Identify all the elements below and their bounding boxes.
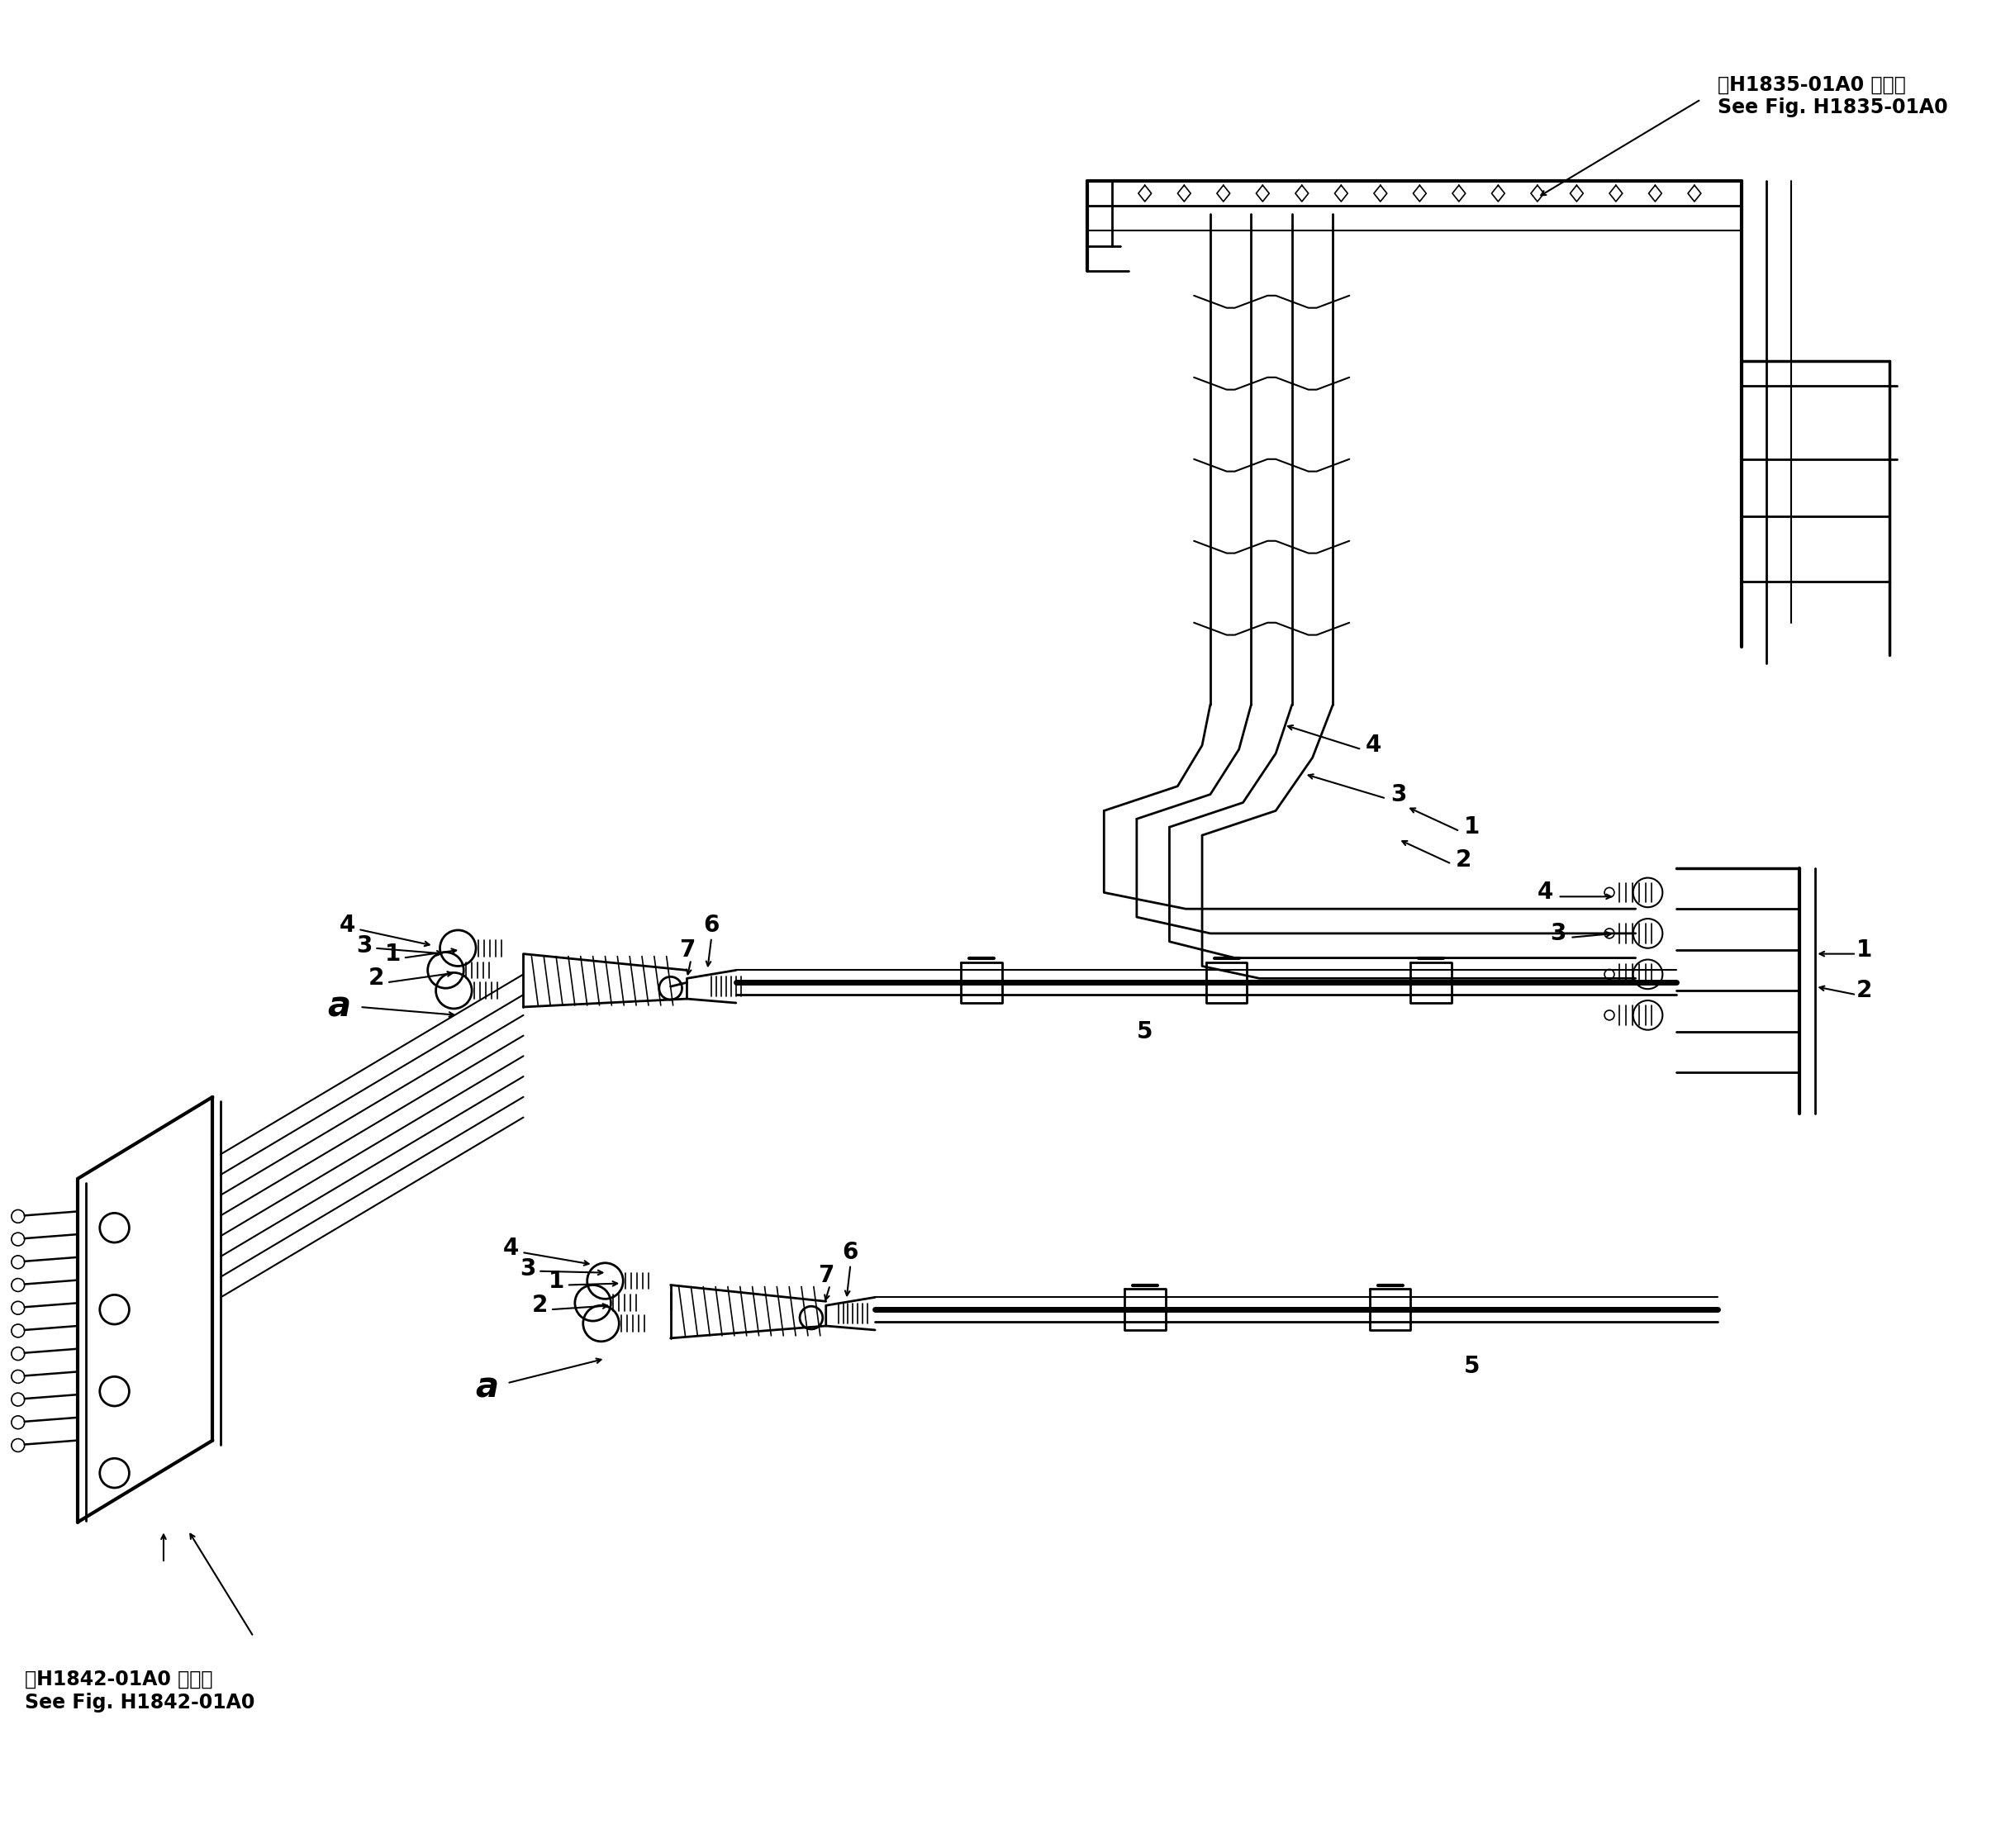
- Text: 6: 6: [842, 1240, 858, 1264]
- Text: 2: 2: [532, 1294, 548, 1318]
- Text: 7: 7: [678, 939, 694, 961]
- Text: 7: 7: [818, 1264, 834, 1286]
- Text: 2: 2: [1457, 848, 1473, 872]
- Text: a: a: [328, 991, 350, 1024]
- Text: 4: 4: [340, 913, 356, 937]
- Text: 第H1842-01A0 図参照
See Fig. H1842-01A0: 第H1842-01A0 図参照 See Fig. H1842-01A0: [24, 1669, 254, 1711]
- Text: 5: 5: [1465, 1355, 1481, 1379]
- Text: 3: 3: [1551, 922, 1567, 944]
- Text: 3: 3: [356, 933, 372, 957]
- Text: 3: 3: [1391, 784, 1407, 806]
- Text: 1: 1: [1465, 815, 1481, 839]
- Text: 6: 6: [704, 913, 720, 937]
- Text: 2: 2: [368, 967, 384, 991]
- Text: 5: 5: [1137, 1020, 1153, 1042]
- Text: 3: 3: [520, 1257, 536, 1281]
- Text: 1: 1: [1857, 939, 1873, 961]
- Text: 4: 4: [1537, 881, 1553, 904]
- Text: 1: 1: [548, 1270, 564, 1292]
- Text: 4: 4: [502, 1236, 518, 1260]
- Text: a: a: [474, 1369, 498, 1404]
- Text: 4: 4: [1367, 734, 1383, 758]
- Text: 第H1835-01A0 図参照
See Fig. H1835-01A0: 第H1835-01A0 図参照 See Fig. H1835-01A0: [1717, 74, 1947, 118]
- Text: 1: 1: [384, 942, 400, 965]
- Text: 2: 2: [1857, 979, 1873, 1002]
